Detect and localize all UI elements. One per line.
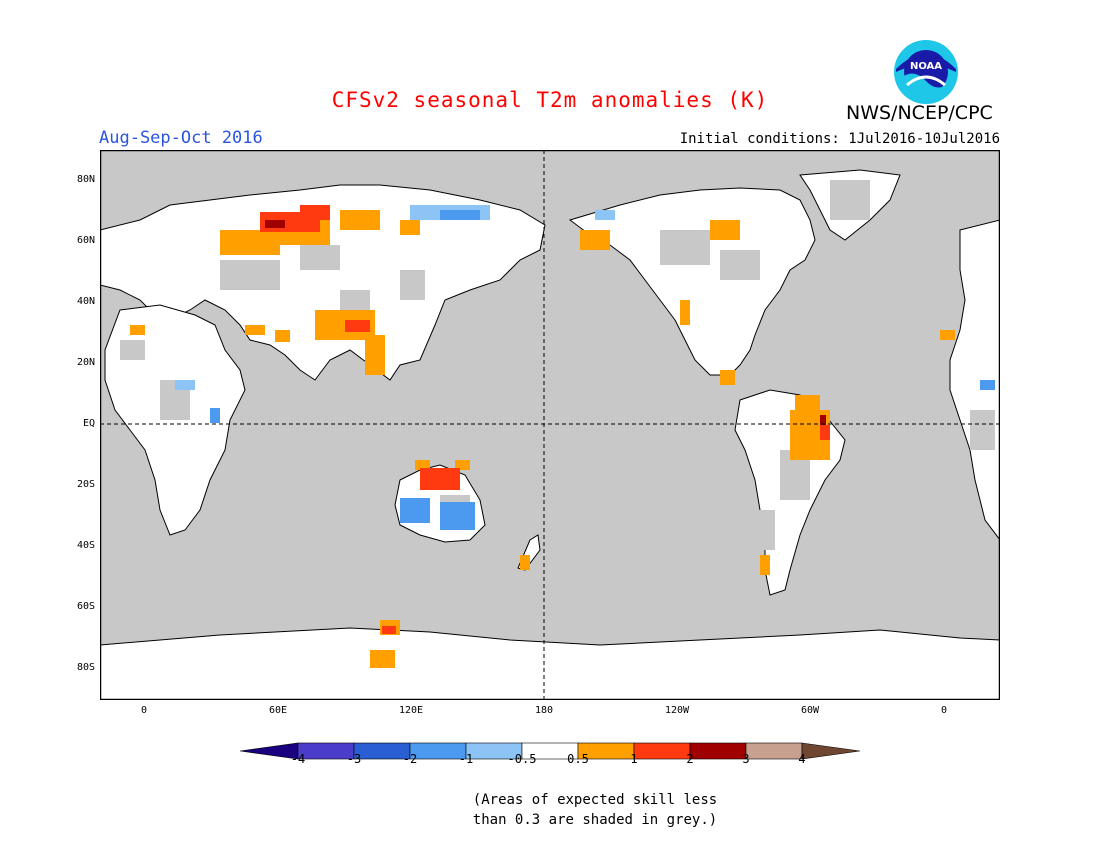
agency-label: NWS/NCEP/CPC: [846, 102, 993, 124]
colorbar-label-4: 4: [798, 752, 806, 766]
colorbar-label-n2: -2: [402, 752, 418, 766]
lat-label-40s: 40S: [76, 540, 95, 551]
lat-label-40n: 40N: [76, 296, 95, 307]
noaa-logo: NOAA: [893, 39, 959, 105]
lat-label-60s: 60S: [76, 601, 95, 612]
anomaly-darkred-areas: [265, 220, 826, 425]
colorbar-cell-above-4: [801, 742, 861, 760]
initial-conditions-label: Initial conditions: 1Jul2016-10Jul2016: [679, 131, 1000, 147]
season-label: Aug-Sep-Oct 2016: [99, 128, 263, 148]
lat-label-80s: 80S: [76, 662, 95, 673]
anomaly-blue-areas: [175, 205, 995, 530]
colorbar-label-n3: -3: [346, 752, 362, 766]
lat-label-eq: EQ: [82, 418, 95, 429]
lon-label-60e: 60E: [268, 705, 288, 716]
lon-label-60w: 60W: [800, 705, 820, 716]
lat-label-20s: 20S: [76, 479, 95, 490]
noaa-logo-text: NOAA: [910, 61, 942, 72]
skill-note-line-2: than 0.3 are shaded in grey.): [472, 812, 718, 828]
lat-label-20n: 20N: [76, 357, 95, 368]
low-skill-grey-areas: [120, 180, 995, 550]
map-title: CFSv2 seasonal T2m anomalies (K): [331, 88, 769, 112]
lon-label-120w: 120W: [664, 705, 690, 716]
lat-label-60n: 60N: [76, 235, 95, 246]
lat-label-80n: 80N: [76, 174, 95, 185]
colorbar-label-05: 0.5: [567, 752, 589, 766]
lon-label-0-left: 0: [140, 705, 148, 716]
anomaly-map: [100, 150, 1000, 700]
colorbar-label-n4: -4: [290, 752, 306, 766]
colorbar-label-1: 1: [630, 752, 638, 766]
lon-label-180: 180: [534, 705, 554, 716]
colorbar-label-n1: -1: [458, 752, 474, 766]
lon-label-0-right: 0: [940, 705, 948, 716]
colorbar-label-3: 3: [742, 752, 750, 766]
lon-label-120e: 120E: [398, 705, 424, 716]
colorbar-label-n05: -0.5: [507, 752, 537, 766]
skill-note-line-1: (Areas of expected skill less: [472, 792, 718, 808]
colorbar: [240, 742, 861, 760]
map-border: [100, 150, 1000, 700]
colorbar-label-2: 2: [686, 752, 694, 766]
